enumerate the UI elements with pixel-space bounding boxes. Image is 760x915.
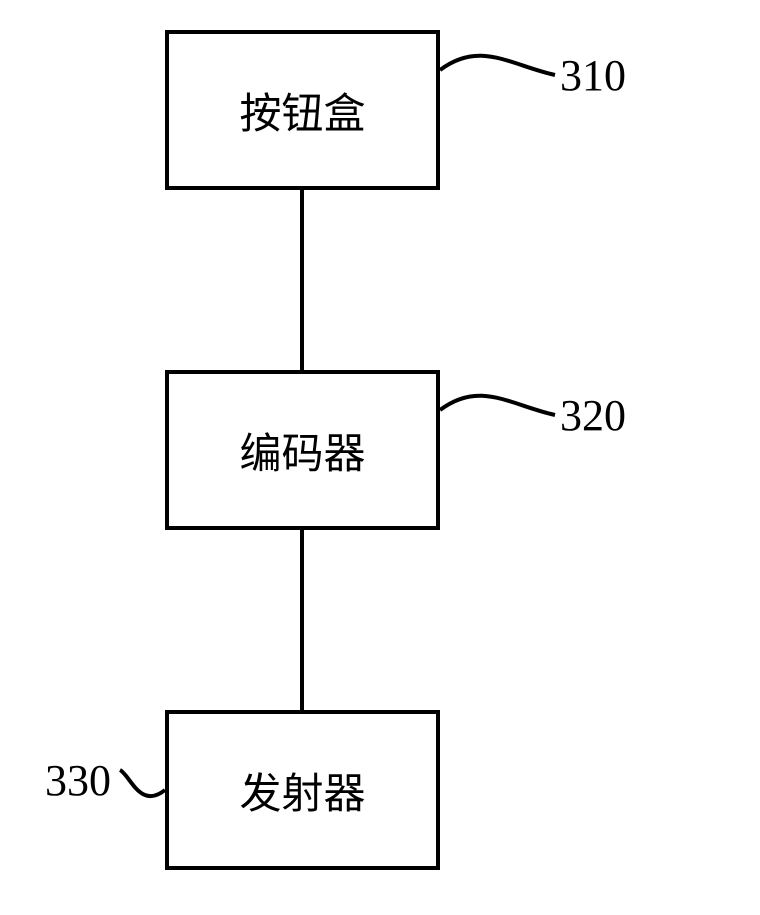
diagram-canvas: 按钮盒 编码器 发射器 310 320 330 bbox=[0, 0, 760, 915]
leader-330 bbox=[0, 0, 760, 915]
